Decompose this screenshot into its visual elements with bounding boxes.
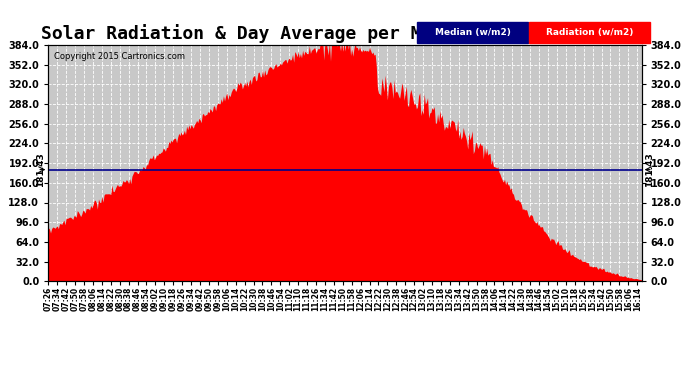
Title: Solar Radiation & Day Average per Minute Fri Jan 2 16:24: Solar Radiation & Day Average per Minute… <box>41 24 649 44</box>
Text: Copyright 2015 Cartronics.com: Copyright 2015 Cartronics.com <box>55 52 185 61</box>
Text: 181.43: 181.43 <box>37 152 46 187</box>
Text: Radiation (w/m2): Radiation (w/m2) <box>546 28 633 38</box>
Text: 181.43: 181.43 <box>644 152 653 187</box>
Text: Median (w/m2): Median (w/m2) <box>435 28 511 38</box>
